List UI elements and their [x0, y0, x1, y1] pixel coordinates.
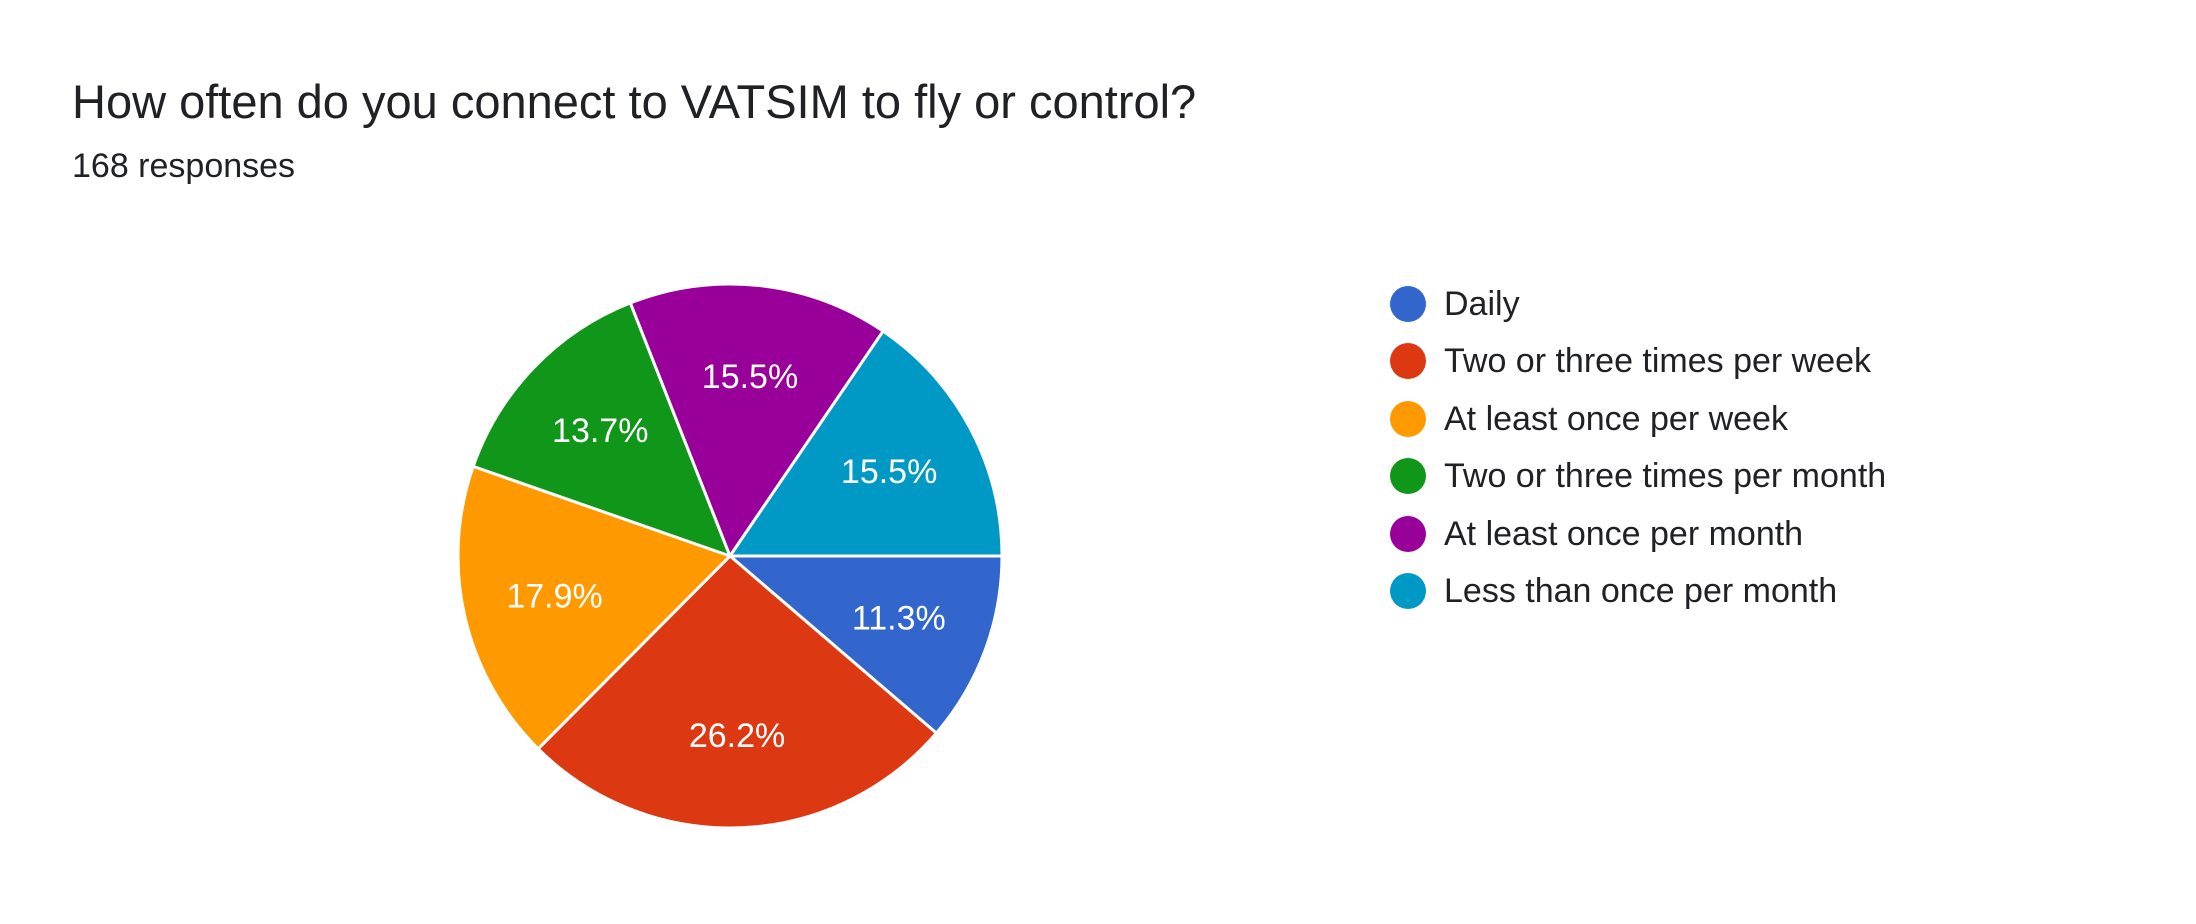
- chart-legend: Daily Two or three times per week At lea…: [1390, 275, 1886, 620]
- legend-item-two-or-three-per-week[interactable]: Two or three times per week: [1390, 333, 1886, 391]
- legend-label: Two or three times per week: [1444, 342, 1872, 381]
- legend-swatch: [1390, 343, 1426, 380]
- legend-label: Two or three times per month: [1444, 457, 1887, 496]
- pie-slice-2[interactable]: [456, 464, 732, 751]
- slice-percent-label-5: 15.5%: [841, 453, 937, 491]
- pie-slice-3[interactable]: [471, 301, 732, 558]
- legend-label: At least once per week: [1444, 399, 1788, 438]
- legend-item-two-or-three-per-month[interactable]: Two or three times per month: [1390, 448, 1886, 506]
- legend-label: Less than once per month: [1444, 572, 1838, 611]
- legend-item-daily[interactable]: Daily: [1390, 275, 1886, 333]
- slice-percent-label-2: 17.9%: [506, 577, 602, 615]
- legend-item-once-per-month[interactable]: At least once per month: [1390, 505, 1886, 563]
- legend-swatch: [1390, 285, 1426, 322]
- legend-label: Daily: [1444, 284, 1520, 323]
- legend-label: At least once per month: [1444, 514, 1804, 553]
- pie-slice-1[interactable]: [536, 554, 938, 830]
- slice-percent-label-1: 26.2%: [689, 717, 785, 755]
- response-count: 168 responses: [72, 147, 296, 185]
- pie-slice-5[interactable]: [728, 329, 1004, 558]
- slice-percent-label-3: 13.7%: [552, 412, 648, 450]
- legend-swatch: [1390, 400, 1426, 437]
- slice-percent-label-4: 15.5%: [702, 358, 798, 396]
- legend-item-less-than-once-per-month[interactable]: Less than once per month: [1390, 563, 1886, 621]
- legend-swatch: [1390, 573, 1426, 610]
- legend-swatch: [1390, 515, 1426, 552]
- pie-slice-0[interactable]: [728, 554, 1004, 735]
- legend-swatch: [1390, 458, 1426, 495]
- slice-percent-label-0: 11.3%: [852, 600, 946, 638]
- chart-title: How often do you connect to VATSIM to fl…: [72, 75, 1197, 128]
- legend-item-once-per-week[interactable]: At least once per week: [1390, 390, 1886, 448]
- pie-slice-4[interactable]: [628, 282, 885, 558]
